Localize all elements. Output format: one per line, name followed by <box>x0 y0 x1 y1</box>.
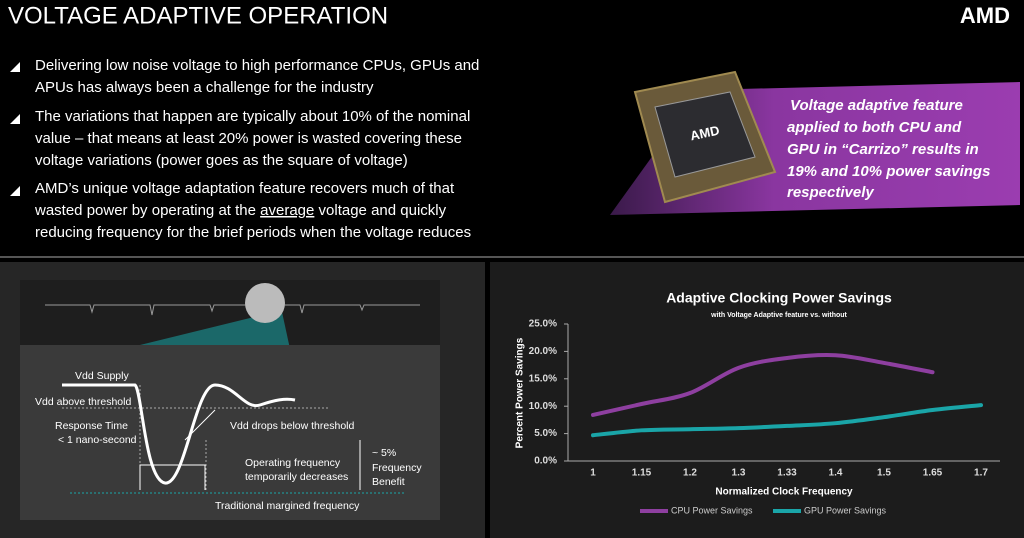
bullets: Delivering low noise voltage to high per… <box>10 57 479 241</box>
diagram-label: Benefit <box>372 476 405 488</box>
diagram-label: Vdd drops below threshold <box>230 420 354 432</box>
x-tick-label: 1.4 <box>829 468 843 479</box>
logo: AMD <box>960 3 1010 28</box>
y-tick-label: 10.0% <box>529 401 557 412</box>
x-tick-label: 1.15 <box>632 468 652 479</box>
chip: AMD <box>633 70 777 204</box>
diagram-label: < 1 nano-second <box>58 434 137 446</box>
diagram-label: Operating frequency <box>245 457 341 469</box>
diagram-label: Traditional margined frequency <box>215 500 360 512</box>
bullet-text: APUs has always been a challenge for the… <box>35 79 374 96</box>
x-tick-label: 1 <box>590 468 596 479</box>
y-tick-label: 5.0% <box>534 428 557 439</box>
right-panel <box>490 262 1024 538</box>
callout-text: Voltage adaptive feature <box>790 97 963 114</box>
chart-title: Adaptive Clocking Power Savings <box>666 290 892 306</box>
bullet-text: value – that means at least 20% power is… <box>35 130 462 147</box>
x-tick-label: 1.7 <box>974 468 988 479</box>
zoom-circle <box>245 283 285 323</box>
pointer <box>184 409 216 441</box>
callout-text: 19% and 10% power savings <box>787 163 990 180</box>
bullet-text: Delivering low noise voltage to high per… <box>35 57 479 74</box>
chip-label: AMD <box>689 123 721 144</box>
y-tick-label: 0.0% <box>534 456 557 467</box>
callout-text: GPU in “Carrizo” results in <box>787 141 979 158</box>
x-tick-label: 1.3 <box>732 468 746 479</box>
voltage-trace <box>45 304 420 316</box>
chart: Adaptive Clocking Power Savings with Vol… <box>515 290 1000 515</box>
freq-drop <box>139 464 206 490</box>
x-tick-label: 1.2 <box>683 468 697 479</box>
text-run: wasted power by operating at the <box>34 202 260 219</box>
x-axis-label: Normalized Clock Frequency <box>715 487 853 498</box>
bullet-text: voltage variations (power goes as the sq… <box>35 152 408 169</box>
text-run: voltage and quickly <box>314 202 446 219</box>
callout-text: respectively <box>787 184 874 201</box>
diagram-label: temporarily decreases <box>245 471 348 483</box>
slide-title: VOLTAGE ADAPTIVE OPERATION <box>8 2 388 29</box>
diagram-label: Response Time <box>55 420 128 432</box>
callout-text: applied to both CPU and <box>787 119 962 136</box>
chart-subtitle: with Voltage Adaptive feature vs. withou… <box>710 312 847 319</box>
bullet-icon <box>10 186 20 196</box>
bullet-icon <box>10 114 20 124</box>
legend-label: CPU Power Savings <box>671 505 753 515</box>
diagram-label: ~ 5% <box>372 447 396 459</box>
x-tick-label: 1.65 <box>923 468 943 479</box>
diagram-label: Vdd above threshold <box>35 396 131 408</box>
y-tick-label: 15.0% <box>529 373 557 384</box>
x-tick-label: 1.5 <box>877 468 891 479</box>
series-line <box>591 403 983 438</box>
y-tick-label: 25.0% <box>529 319 557 330</box>
bullet-text: reducing frequency for the brief periods… <box>35 224 471 241</box>
waveform <box>62 383 296 485</box>
bullet-text: wasted power by operating at the average… <box>34 202 447 219</box>
bullet-text: AMD’s unique voltage adaptation feature … <box>35 180 455 197</box>
underlined-word: average <box>260 202 314 219</box>
diagram-label: Vdd Supply <box>75 370 129 382</box>
bullet-icon <box>10 62 20 72</box>
diagram: Vdd Supply Vdd above threshold Response … <box>20 280 440 520</box>
y-tick-label: 20.0% <box>529 346 557 357</box>
zoom-area <box>20 345 440 520</box>
bullet-text: The variations that happen are typically… <box>35 108 470 125</box>
legend-label: GPU Power Savings <box>804 505 887 515</box>
x-tick-label: 1.33 <box>777 468 797 479</box>
series-line <box>591 353 935 417</box>
y-axis-label: Percent Power Savings <box>515 337 526 448</box>
callout: AMD Voltage adaptive feature applied to … <box>610 70 1020 215</box>
diagram-label: Frequency <box>372 462 422 474</box>
